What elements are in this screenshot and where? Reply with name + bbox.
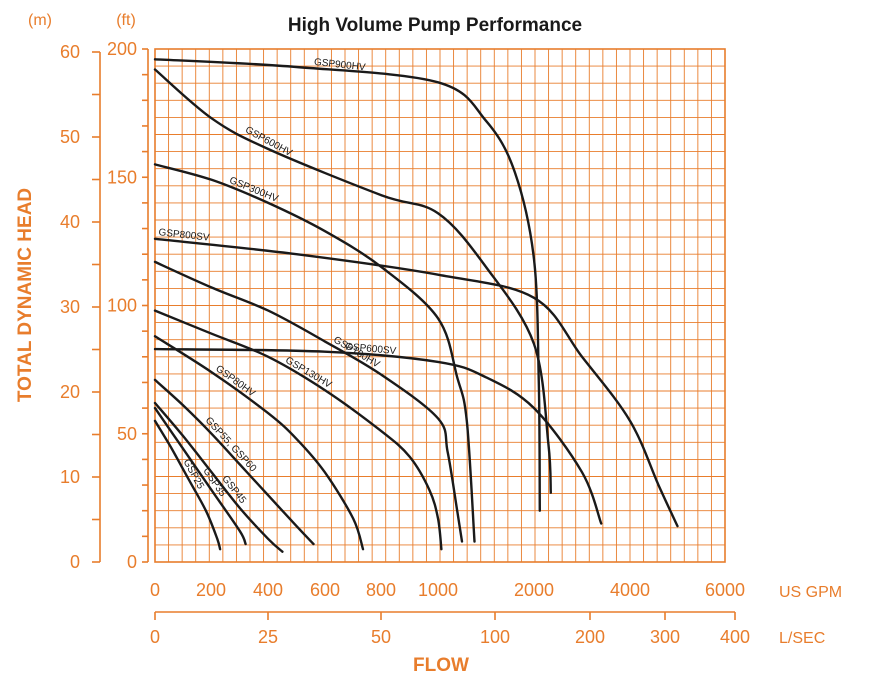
plot-frame	[154, 48, 726, 563]
chart-title: High Volume Pump Performance	[288, 15, 582, 36]
y-unit-feet: (ft)	[116, 12, 136, 29]
y-tick-label-meters: 20	[60, 382, 80, 402]
curve-gsp160hv	[153, 260, 464, 543]
x-tick-label-lsec: 100	[480, 627, 510, 647]
x-tick-label-lsec: 0	[150, 627, 160, 647]
x-tick-label-lsec: 400	[720, 627, 750, 647]
y-tick-label-meters: 40	[60, 212, 80, 232]
x-tick-label-gpm: 800	[366, 580, 396, 600]
curve-gsp55-gsp60	[153, 378, 315, 546]
curve-gsp80hv	[153, 335, 365, 551]
x-unit-lsec: L/SEC	[779, 630, 825, 647]
y-tick-label-meters: 30	[60, 297, 80, 317]
y-tick-label-feet: 150	[107, 167, 137, 187]
x-axis-label: FLOW	[413, 655, 469, 676]
x-tick-label-gpm: 2000	[514, 580, 554, 600]
curve-gsp35	[153, 406, 247, 546]
y-tick-label-feet: 50	[117, 424, 137, 444]
curve-gsp900hv	[153, 58, 541, 512]
curve-gsp45	[153, 401, 284, 553]
y-tick-label-meters: 60	[60, 42, 80, 62]
curve-label-gsp80hv: GSP80HV	[213, 363, 257, 399]
curve-gsp130hv	[153, 309, 443, 551]
x-tick-label-gpm: 6000	[705, 580, 745, 600]
y-tick-label-meters: 0	[70, 552, 80, 572]
x-tick-label-lsec: 25	[258, 627, 278, 647]
curve-gsp600sv	[153, 347, 603, 525]
x-tick-label-lsec: 50	[371, 627, 391, 647]
pump-curves	[153, 58, 679, 553]
x-tick-label-gpm: 1000	[418, 580, 458, 600]
x-tick-label-gpm: 0	[150, 580, 160, 600]
y-axis-label: TOTAL DYNAMIC HEAD	[15, 188, 36, 402]
x-tick-label-gpm: 200	[196, 580, 226, 600]
y-tick-label-feet: 100	[107, 296, 137, 316]
y-tick-label-feet: 0	[127, 552, 137, 572]
x-tick-label-lsec: 200	[575, 627, 605, 647]
curve-gsp25	[153, 419, 222, 551]
x-tick-label-gpm: 600	[310, 580, 340, 600]
y-tick-label-feet: 200	[107, 39, 137, 59]
curve-gsp800sv	[153, 237, 679, 528]
grid	[154, 48, 726, 563]
curve-label-gsp600sv: GSP600SV	[345, 342, 397, 358]
curve-gsp300hv	[153, 163, 476, 543]
x-tick-label-lsec: 300	[650, 627, 680, 647]
y-tick-label-meters: 50	[60, 127, 80, 147]
x-tick-label-gpm: 400	[253, 580, 283, 600]
x-unit-gpm: US GPM	[779, 584, 842, 601]
y-unit-meters: (m)	[28, 12, 52, 29]
x-tick-label-gpm: 4000	[610, 580, 650, 600]
curve-gsp600hv	[153, 68, 552, 494]
y-tick-label-meters: 10	[60, 467, 80, 487]
